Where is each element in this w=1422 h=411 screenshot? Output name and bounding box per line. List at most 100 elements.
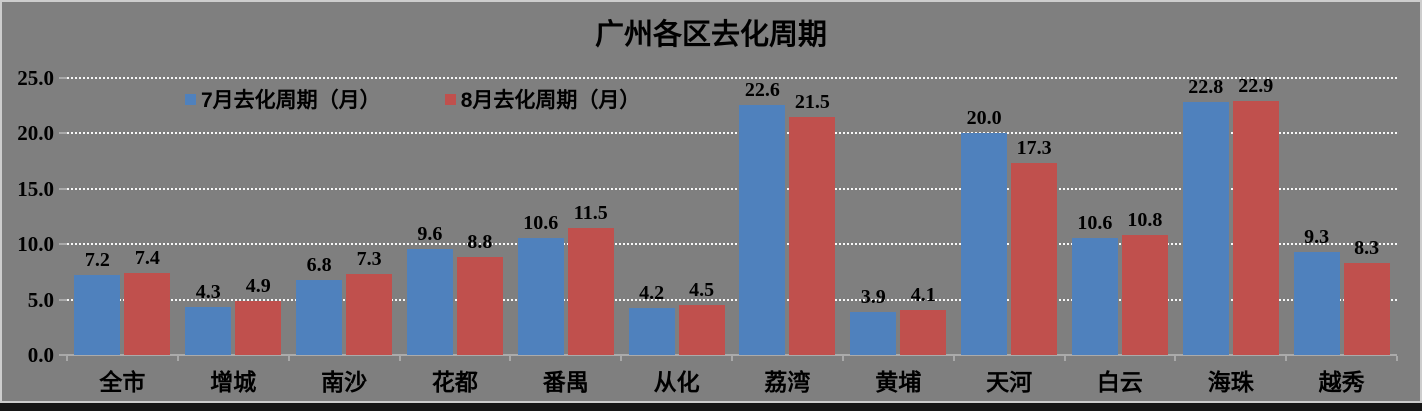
x-axis-tick (731, 356, 733, 361)
category-label: 番禺 (542, 369, 589, 395)
value-label: 21.5 (794, 90, 830, 113)
value-label: 7.4 (134, 247, 160, 269)
bar-august-荔湾 (789, 116, 836, 355)
bar-july-荔湾 (739, 104, 786, 355)
bar-august-番禺 (567, 227, 614, 355)
value-label: 22.8 (1188, 76, 1224, 99)
bar-july-白云 (1071, 237, 1118, 355)
legend-label-august: 8月去化周期（月） (460, 89, 641, 112)
value-label: 17.3 (1016, 137, 1052, 160)
value-label: 4.9 (245, 274, 271, 297)
bar-july-海珠 (1182, 102, 1229, 355)
y-tick-label: 20.0 (17, 121, 54, 146)
value-label: 22.6 (744, 78, 780, 101)
x-axis-line (67, 354, 1397, 356)
value-label: 7.3 (356, 248, 382, 271)
y-tick-label: 10.0 (17, 232, 54, 257)
value-label: 3.9 (860, 285, 886, 308)
value-label: 10.6 (1077, 211, 1113, 234)
bar-august-黄埔 (900, 309, 947, 355)
frame-border-right (1420, 0, 1422, 411)
gridline (67, 298, 1397, 301)
gridline (67, 243, 1397, 246)
x-axis-tick (1285, 356, 1288, 361)
value-label: 6.8 (306, 253, 332, 276)
bar-august-海珠 (1232, 101, 1279, 355)
gridline (67, 187, 1397, 190)
legend-swatch-august-icon (444, 93, 456, 105)
bar-july-越秀 (1293, 251, 1340, 355)
value-label: 10.6 (523, 211, 559, 234)
y-axis-labels: 0.0 5.0 10.0 15.0 20.0 25.0 (0, 66, 54, 367)
gridline (67, 132, 1397, 135)
value-label: 11.5 (573, 201, 608, 224)
x-axis-tick (287, 356, 290, 361)
bar-august-越秀 (1343, 263, 1390, 355)
x-axis-tick (176, 356, 179, 361)
bar-august-全市 (124, 273, 171, 355)
value-label: 22.9 (1238, 75, 1274, 98)
category-label: 全市 (99, 369, 146, 395)
x-axis-tick (841, 356, 844, 361)
y-axis-tick (59, 187, 67, 190)
x-axis-tick (1174, 356, 1177, 361)
value-label: 4.1 (910, 283, 936, 306)
bar-july-南沙 (296, 279, 343, 355)
category-label: 越秀 (1318, 369, 1365, 395)
x-axis-tick (509, 356, 512, 361)
bar-july-花都 (406, 248, 453, 355)
category-label: 增城 (210, 369, 257, 395)
category-label: 荔湾 (764, 369, 811, 395)
gridline (67, 77, 1397, 79)
value-label: 8.8 (467, 231, 493, 254)
y-axis-tick (59, 77, 67, 79)
category-label: 海珠 (1207, 369, 1254, 395)
y-axis-tick (59, 298, 67, 301)
x-axis-tick (1063, 356, 1066, 361)
bar-july-从化 (628, 308, 675, 355)
bar-july-番禺 (517, 237, 564, 355)
x-axis-tick (66, 356, 68, 361)
frame-border-bottom-line (0, 401, 1422, 403)
value-label: 10.8 (1127, 209, 1163, 232)
value-label: 20.0 (966, 107, 1002, 130)
legend: 7月去化周期（月） 8月去化周期（月） (185, 84, 640, 114)
bar-august-天河 (1011, 163, 1058, 355)
value-label: 9.3 (1304, 225, 1330, 248)
y-axis-tick (59, 243, 67, 246)
legend-label-july: 7月去化周期（月） (201, 89, 381, 112)
y-axis-tick (59, 132, 67, 135)
value-label: 8.3 (1354, 237, 1380, 260)
y-tick-label: 25.0 (17, 66, 54, 90)
category-label: 天河 (986, 369, 1033, 395)
value-label: 4.5 (689, 279, 715, 302)
bar-august-白云 (1121, 235, 1168, 355)
frame-border-left (0, 0, 2, 411)
bar-august-从化 (678, 305, 725, 355)
legend-swatch-july-icon (185, 93, 196, 105)
plot-area: 7.2 7.4 全市 4.3 4.9 增城 6.8 7.3 南沙 9.6 8.8 花都 10.6 11.5… (59, 75, 1398, 395)
y-tick-label: 5.0 (27, 287, 54, 312)
legend-item-august: 8月去化周期（月） (444, 84, 641, 114)
category-label: 白云 (1096, 369, 1143, 395)
category-label: 黄埔 (875, 369, 922, 395)
bar-august-花都 (456, 257, 503, 355)
frame-border-top (0, 0, 1422, 2)
chart-title: 广州各区去化周期 (594, 19, 827, 51)
y-tick-label: 15.0 (17, 176, 54, 201)
x-axis-tick (398, 356, 401, 361)
bar-july-增城 (185, 307, 232, 355)
category-label: 花都 (431, 369, 478, 395)
bar-july-天河 (961, 133, 1008, 355)
value-label: 7.2 (84, 249, 110, 272)
frame-border-bottom-shadow (0, 403, 1422, 411)
bar-july-全市 (74, 275, 121, 355)
value-label: 4.3 (195, 281, 221, 304)
legend-item-july: 7月去化周期（月） (185, 84, 381, 114)
bar-july-黄埔 (850, 311, 897, 355)
y-tick-label: 0.0 (27, 343, 54, 367)
y-axis-tick (59, 354, 67, 356)
category-label: 南沙 (321, 369, 368, 395)
value-label: 9.6 (417, 222, 443, 245)
